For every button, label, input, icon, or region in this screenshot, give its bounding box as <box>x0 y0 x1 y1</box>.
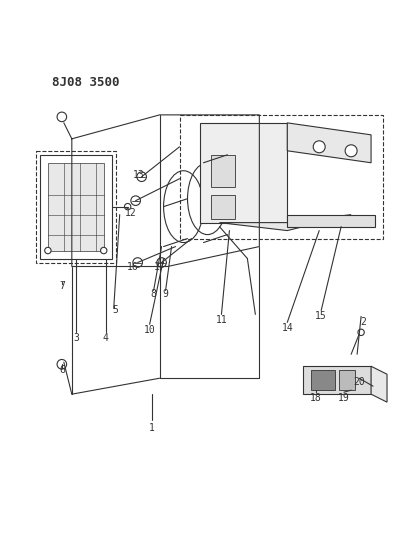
Text: 15: 15 <box>315 311 327 321</box>
Bar <box>311 370 335 390</box>
Bar <box>211 195 235 219</box>
Text: 10: 10 <box>144 325 156 335</box>
Circle shape <box>45 247 51 254</box>
Text: 19: 19 <box>338 393 350 403</box>
Polygon shape <box>303 366 371 394</box>
Circle shape <box>101 247 107 254</box>
Text: 17: 17 <box>154 262 166 271</box>
Circle shape <box>358 329 364 336</box>
Circle shape <box>345 145 357 157</box>
Circle shape <box>131 196 140 205</box>
Bar <box>339 370 355 390</box>
Circle shape <box>57 112 67 122</box>
Polygon shape <box>48 163 104 251</box>
Circle shape <box>57 359 67 369</box>
Circle shape <box>124 204 131 210</box>
Text: 16: 16 <box>127 262 139 271</box>
Text: 4: 4 <box>103 333 109 343</box>
Text: 5: 5 <box>113 305 119 316</box>
Polygon shape <box>200 123 287 223</box>
Text: 2: 2 <box>360 317 366 327</box>
Text: 6: 6 <box>59 365 65 375</box>
Text: 12: 12 <box>125 208 137 217</box>
Text: 18: 18 <box>310 393 322 403</box>
Text: 14: 14 <box>281 324 293 333</box>
Circle shape <box>137 172 146 182</box>
Text: 11: 11 <box>215 316 227 325</box>
Polygon shape <box>219 215 351 231</box>
Circle shape <box>133 258 142 267</box>
Circle shape <box>157 258 166 267</box>
Polygon shape <box>371 366 387 402</box>
Text: 7: 7 <box>59 281 65 292</box>
Bar <box>211 155 235 187</box>
Text: 8: 8 <box>151 289 156 300</box>
Polygon shape <box>287 123 371 163</box>
Polygon shape <box>287 215 375 227</box>
Text: 8J08 3500: 8J08 3500 <box>52 76 119 90</box>
Text: 13: 13 <box>132 169 144 180</box>
Circle shape <box>313 141 325 153</box>
Text: 9: 9 <box>163 289 168 300</box>
Text: 1: 1 <box>149 423 154 433</box>
Text: 3: 3 <box>73 333 79 343</box>
Text: 20: 20 <box>353 377 365 387</box>
